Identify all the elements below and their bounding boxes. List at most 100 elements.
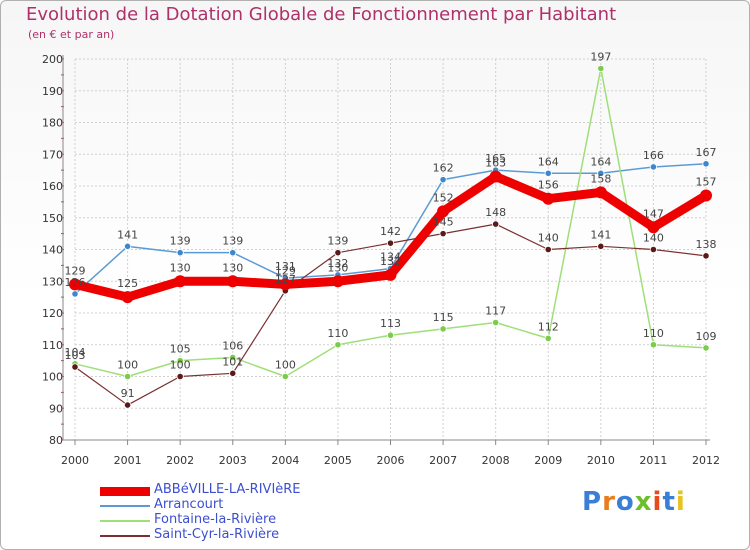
data-label: 110: [643, 327, 664, 340]
y-tick-label: 160: [42, 180, 63, 193]
y-tick-label: 180: [42, 117, 63, 130]
data-point: [176, 357, 184, 365]
data-point: [334, 341, 342, 349]
data-point: [121, 291, 134, 304]
data-label: 109: [696, 330, 717, 343]
data-point: [229, 369, 237, 377]
data-label: 110: [327, 327, 348, 340]
data-label: 140: [538, 232, 559, 245]
y-tick-label: 200: [42, 53, 63, 66]
data-label: 138: [696, 238, 717, 251]
data-point: [544, 169, 552, 177]
data-point: [702, 160, 710, 168]
data-label: 167: [696, 146, 717, 159]
logo-letter: i: [675, 487, 686, 517]
data-label: 166: [643, 149, 664, 162]
data-label: 140: [643, 232, 664, 245]
data-point: [123, 401, 132, 409]
legend-swatch: [100, 535, 150, 537]
data-label: 105: [170, 343, 191, 356]
data-label: 104: [65, 346, 86, 359]
data-label: 130: [222, 261, 243, 274]
data-point: [123, 372, 132, 381]
data-point: [542, 192, 555, 205]
x-tick-label: 2003: [219, 454, 247, 467]
data-label: 139: [222, 235, 243, 248]
x-tick-label: 2012: [692, 454, 720, 467]
data-point: [439, 325, 447, 333]
logo-letter: i: [652, 487, 663, 517]
data-label: 127: [275, 273, 296, 286]
data-label: 134: [380, 251, 401, 264]
data-point: [597, 64, 605, 73]
data-point: [226, 275, 239, 288]
data-label: 117: [485, 305, 506, 318]
data-point: [597, 242, 605, 250]
data-point: [492, 220, 500, 228]
x-tick-label: 2001: [114, 454, 142, 467]
data-point: [544, 334, 552, 342]
data-point: [489, 170, 502, 183]
data-point: [174, 275, 187, 288]
x-tick-label: 2004: [271, 454, 299, 467]
data-point: [594, 186, 607, 199]
data-label: 100: [170, 359, 191, 372]
y-tick-label: 100: [42, 371, 63, 384]
x-tick-label: 2010: [587, 454, 615, 467]
y-tick-label: 190: [42, 85, 63, 98]
y-tick-label: 140: [42, 244, 63, 257]
data-label: 152: [433, 191, 454, 204]
data-label: 142: [380, 225, 401, 238]
x-tick-label: 2008: [482, 454, 510, 467]
legend-swatch: [100, 486, 150, 496]
data-label: 164: [590, 155, 611, 168]
data-label: 156: [538, 179, 559, 192]
legend-label: ABBéVILLE-LA-RIVIèRE: [154, 482, 301, 497]
data-point: [384, 268, 397, 281]
data-label: 91: [121, 387, 135, 400]
x-tick-label: 2000: [61, 454, 89, 467]
data-label: 145: [433, 216, 454, 229]
data-point: [649, 163, 658, 171]
legend-label: Saint-Cyr-la-Rivière: [154, 527, 280, 542]
data-point: [123, 242, 132, 250]
logo-letter: x: [634, 487, 653, 517]
chart-title: Evolution de la Dotation Globale de Fonc…: [26, 4, 617, 25]
x-tick-label: 2006: [377, 454, 405, 467]
y-tick-label: 120: [42, 307, 63, 320]
data-label: 163: [485, 156, 506, 169]
legend-label: Arrancourt: [154, 497, 224, 512]
data-point: [71, 363, 79, 371]
logo-letter: o: [615, 487, 635, 517]
data-point: [331, 275, 344, 288]
data-point: [544, 245, 552, 254]
data-point: [281, 372, 289, 381]
data-point: [386, 239, 395, 247]
y-tick-label: 80: [49, 434, 63, 447]
legend-swatch: [100, 505, 150, 507]
legend-swatch: [100, 520, 150, 522]
legend-label: Fontaine-la-Rivière: [154, 512, 277, 527]
data-point: [69, 278, 81, 291]
data-point: [386, 331, 395, 339]
data-point: [229, 353, 237, 362]
data-label: 125: [117, 277, 138, 290]
chart-subtitle: (en € et par an): [28, 28, 115, 41]
data-label: 126: [65, 276, 86, 289]
data-label: 139: [327, 235, 348, 248]
data-label: 112: [538, 320, 559, 333]
data-point: [702, 344, 710, 352]
data-label: 129: [275, 264, 296, 277]
data-label: 115: [433, 311, 454, 324]
data-label: 100: [275, 359, 296, 372]
logo-letter: r: [602, 487, 616, 517]
data-point: [176, 372, 184, 381]
data-label: 141: [117, 228, 138, 241]
data-label: 106: [222, 339, 243, 352]
data-point: [649, 341, 658, 349]
data-point: [492, 318, 500, 327]
data-label: 129: [65, 264, 86, 277]
data-label: 130: [170, 261, 191, 274]
data-label: 162: [433, 162, 454, 175]
data-label: 101: [222, 355, 243, 368]
